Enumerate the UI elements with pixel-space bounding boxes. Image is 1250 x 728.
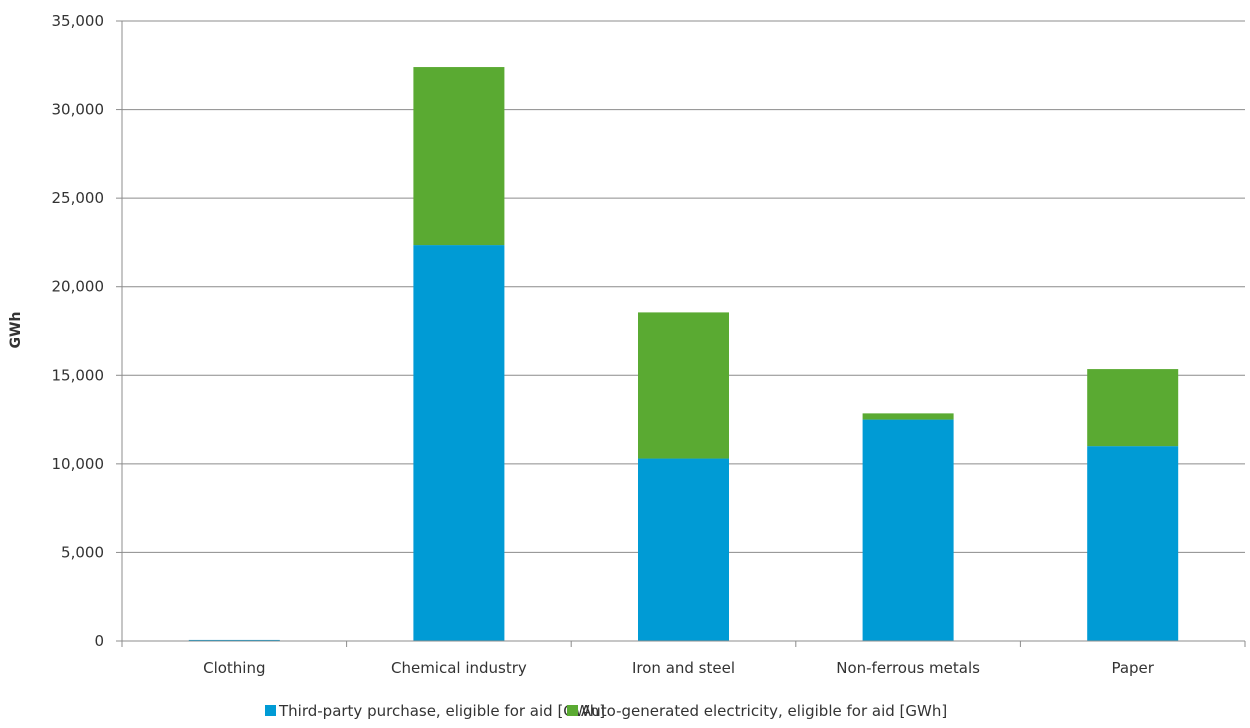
bar-segment-auto-generated bbox=[413, 67, 504, 245]
x-tick-label: Non-ferrous metals bbox=[836, 659, 980, 677]
bar-segment-third-party bbox=[863, 420, 954, 641]
bar-segment-third-party bbox=[638, 459, 729, 641]
bar-segment-auto-generated bbox=[863, 413, 954, 419]
tick-labels: 0 5,000 10,000 15,000 20,000 25,000 30,000 35,0… bbox=[52, 12, 1155, 677]
y-tick-label: 30,000 bbox=[52, 101, 105, 119]
legend-swatch bbox=[265, 705, 276, 716]
bar-segment-auto-generated bbox=[638, 312, 729, 458]
y-tick-label: 10,000 bbox=[52, 455, 105, 473]
bar-segment-third-party bbox=[1087, 446, 1178, 641]
bars bbox=[189, 67, 1178, 641]
legend-swatch bbox=[567, 705, 578, 716]
y-tick-label: 25,000 bbox=[52, 189, 105, 207]
x-tick-label: Clothing bbox=[203, 659, 265, 677]
legend-label: Auto-generated electricity, eligible for… bbox=[581, 702, 947, 720]
bar-segment-auto-generated bbox=[1087, 369, 1178, 446]
legend: Third-party purchase, eligible for aid [… bbox=[265, 702, 947, 720]
y-tick-label: 0 bbox=[94, 632, 104, 650]
bar-segment-third-party bbox=[413, 245, 504, 641]
y-axis-title: GWh bbox=[8, 312, 24, 349]
y-tick-label: 5,000 bbox=[61, 543, 104, 561]
x-tick-label: Chemical industry bbox=[391, 659, 527, 677]
y-tick-label: 20,000 bbox=[52, 278, 105, 296]
y-tick-label: 15,000 bbox=[52, 366, 105, 384]
legend-label: Third-party purchase, eligible for aid [… bbox=[278, 702, 605, 720]
x-tick-label: Paper bbox=[1111, 659, 1154, 677]
y-tick-label: 35,000 bbox=[52, 12, 105, 30]
x-tick-label: Iron and steel bbox=[632, 659, 735, 677]
